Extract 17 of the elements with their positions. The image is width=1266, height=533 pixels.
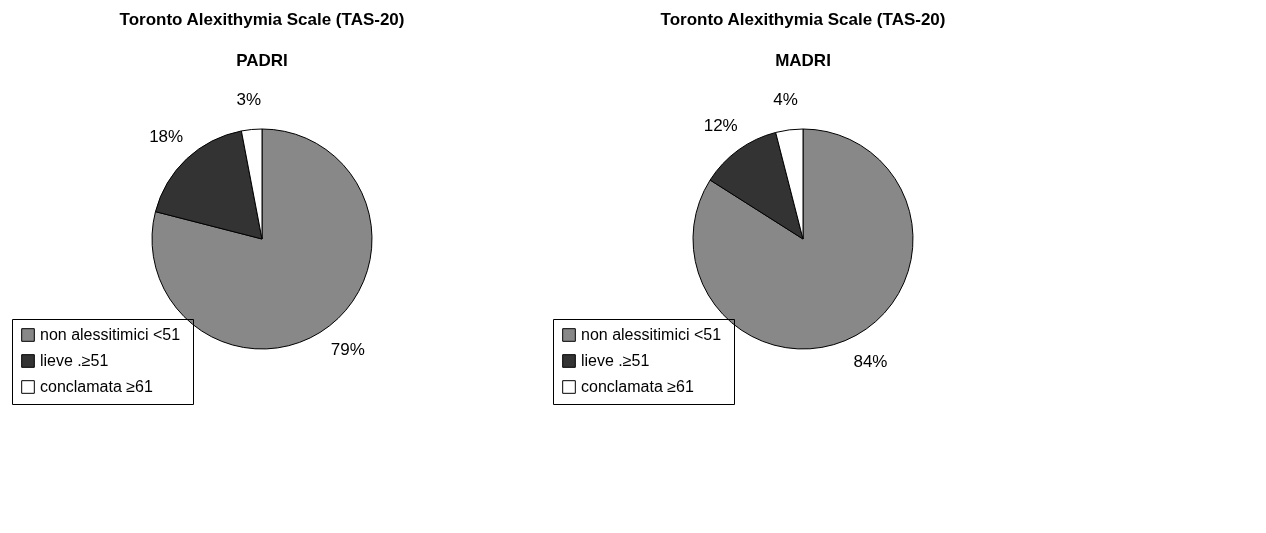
legend-label: non alessitimici <51 [581,326,722,343]
chart-subtitle: MADRI [775,51,831,70]
chart-subtitle: PADRI [236,51,288,70]
legend-label: lieve .≥51 [40,352,109,369]
data-label: 84% [853,351,888,371]
data-label: 79% [330,339,365,359]
data-label: 4% [773,90,798,110]
legend-label: conclamata ≥61 [40,378,153,395]
data-label: 3% [236,89,262,109]
legend-label: lieve .≥51 [581,352,650,369]
chart-title: Toronto Alexithymia Scale (TAS-20) [119,10,405,29]
legend-label: conclamata ≥61 [581,378,694,395]
pie-slice [709,131,804,240]
data-label: 18% [149,126,184,146]
chart-title: Toronto Alexithymia Scale (TAS-20) [660,10,946,29]
legend-label: non alessitimici <51 [40,326,181,343]
data-label: 12% [703,115,738,135]
